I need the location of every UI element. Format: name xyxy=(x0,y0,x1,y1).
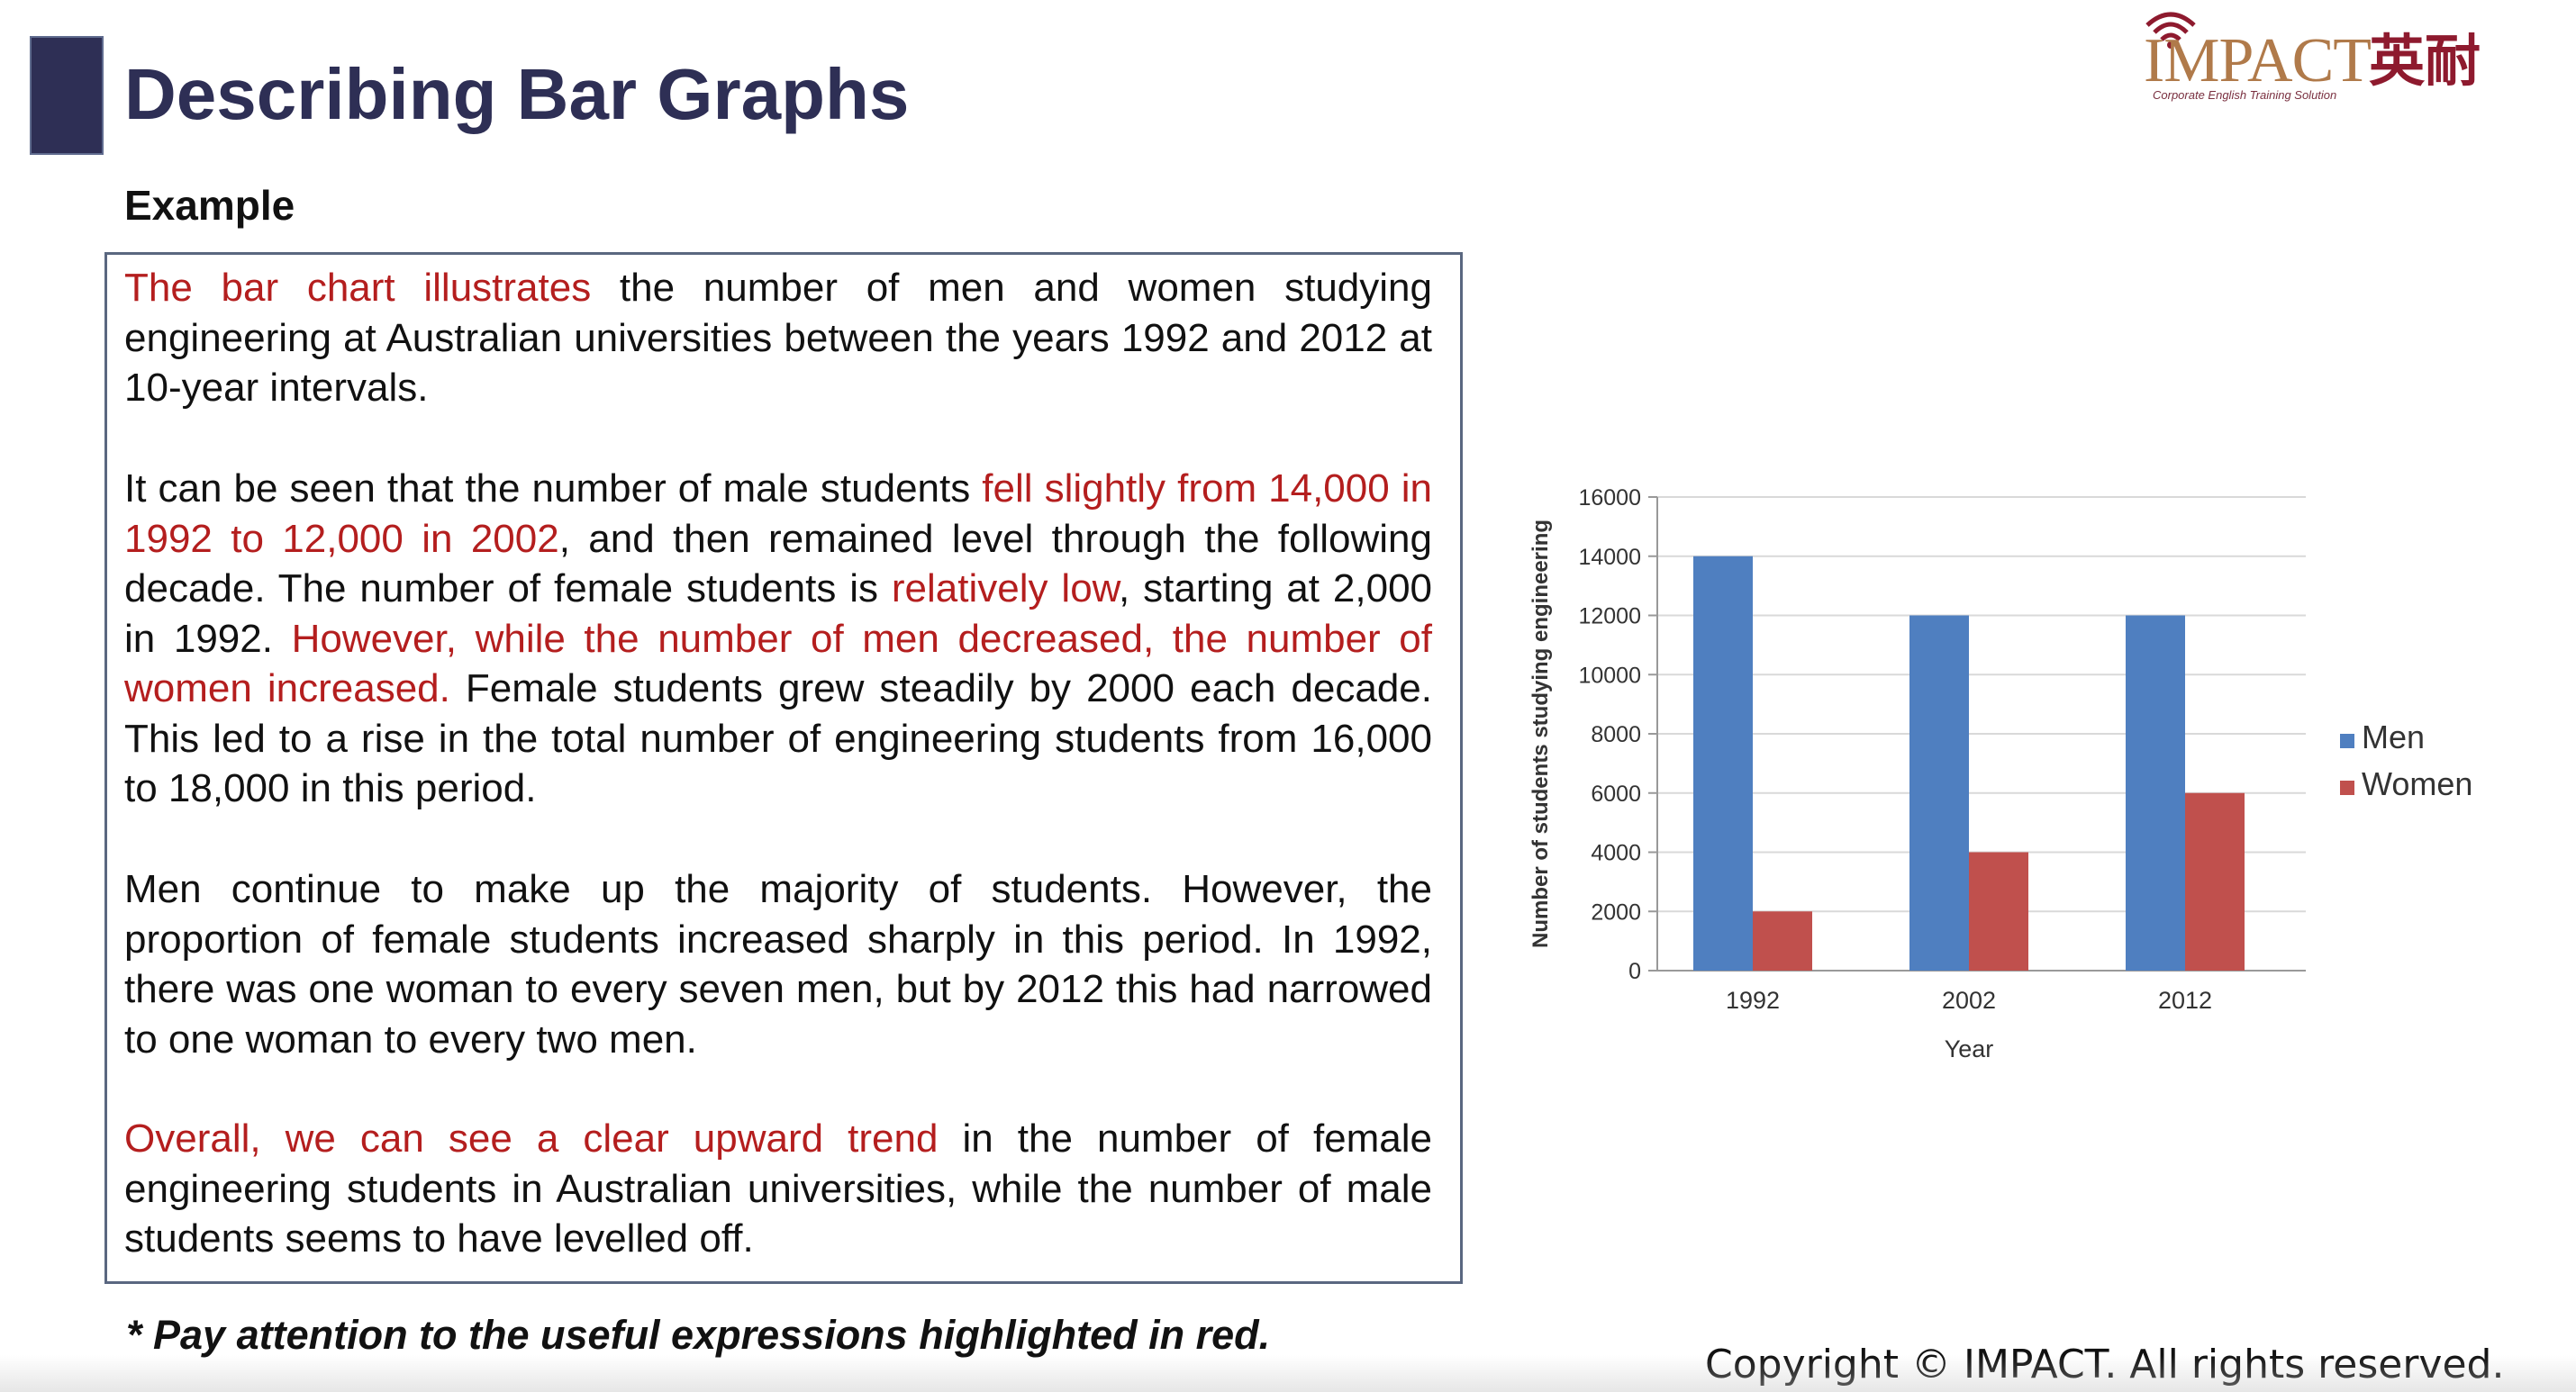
y-tick-label: 6000 xyxy=(1591,782,1641,807)
logo-chinese: 英耐 xyxy=(2369,28,2481,94)
wifi-icon xyxy=(2145,12,2196,49)
y-tick-label: 10000 xyxy=(1578,663,1641,688)
highlighted-phrase: Overall, we can see a clear upward trend xyxy=(124,1116,939,1161)
example-label: Example xyxy=(124,182,295,229)
text-run: Men continue to make up the majority of … xyxy=(124,867,1432,1062)
copyright-text: Copyright © IMPACT. All rights reserved. xyxy=(1705,1340,2504,1390)
highlighted-phrase: However, while the number of men decreas… xyxy=(124,616,1433,711)
x-tick-label: 1992 xyxy=(1726,987,1780,1014)
legend-label: Women xyxy=(2362,765,2472,802)
text-run: the number of men and women studying eng… xyxy=(124,266,1432,410)
highlighted-phrase: fell slightly from 14,000 in 1992 to 12,… xyxy=(124,466,1432,561)
bottom-shadow xyxy=(0,1355,2576,1392)
legend-swatch xyxy=(2340,781,2354,795)
bar-women xyxy=(2185,792,2245,971)
impact-logo: IMPACT 英耐 Corporate English Training Sol… xyxy=(2135,5,2513,113)
paragraph-proportion: Men continue to make up the majority of … xyxy=(124,864,1432,1064)
paragraph-intro: The bar chart illustrates the number of … xyxy=(124,263,1432,413)
paragraph-details: It can be seen that the number of male s… xyxy=(124,464,1432,814)
title-accent-bar xyxy=(30,36,104,155)
text-run: in the number of female engineering stud… xyxy=(124,1116,1433,1261)
example-text-box xyxy=(104,252,1463,1284)
bar-men xyxy=(1909,615,1969,971)
page-title: Describing Bar Graphs xyxy=(124,54,910,134)
y-tick-label: 4000 xyxy=(1591,841,1641,866)
text-run: , starting at 2,000 in 1992. xyxy=(124,566,1433,661)
x-tick-label: 2002 xyxy=(1942,987,1996,1014)
bar-men xyxy=(1693,556,1753,971)
x-tick-label: 2012 xyxy=(2158,987,2212,1014)
y-tick-label: 0 xyxy=(1628,959,1641,984)
text-run: It can be seen that the number of male s… xyxy=(124,466,983,511)
highlight-note: * Pay attention to the useful expression… xyxy=(126,1312,1271,1358)
y-tick-label: 16000 xyxy=(1578,485,1641,511)
highlighted-phrase: The bar chart illustrates xyxy=(124,266,592,310)
y-tick-label: 12000 xyxy=(1578,604,1641,629)
bar-chart: 0 2000 4000 6000 8000 10000 12000 14000 16000 199… xyxy=(1528,485,2472,1062)
bar-men xyxy=(2126,615,2185,971)
paragraph-overall: Overall, we can see a clear upward trend… xyxy=(124,1114,1432,1264)
y-tick-label: 14000 xyxy=(1578,545,1641,570)
y-axis-title: Number of students studying engineering xyxy=(1528,520,1553,948)
bar-women xyxy=(1753,911,1812,971)
legend-label: Men xyxy=(2362,719,2425,755)
x-axis-title: Year xyxy=(1945,1035,1994,1062)
bar-women xyxy=(1969,852,2028,971)
logo-tagline: Corporate English Training Solution xyxy=(2153,88,2337,102)
logo-brand: IMPACT xyxy=(2144,26,2372,95)
text-run: Female students grew steadily by 2000 ea… xyxy=(124,666,1432,810)
y-tick-label: 8000 xyxy=(1591,722,1641,747)
text-run: , and then remained level through the fo… xyxy=(124,516,1432,611)
highlighted-phrase: relatively low xyxy=(891,566,1120,610)
legend-swatch xyxy=(2340,734,2354,748)
y-tick-label: 2000 xyxy=(1591,899,1641,925)
